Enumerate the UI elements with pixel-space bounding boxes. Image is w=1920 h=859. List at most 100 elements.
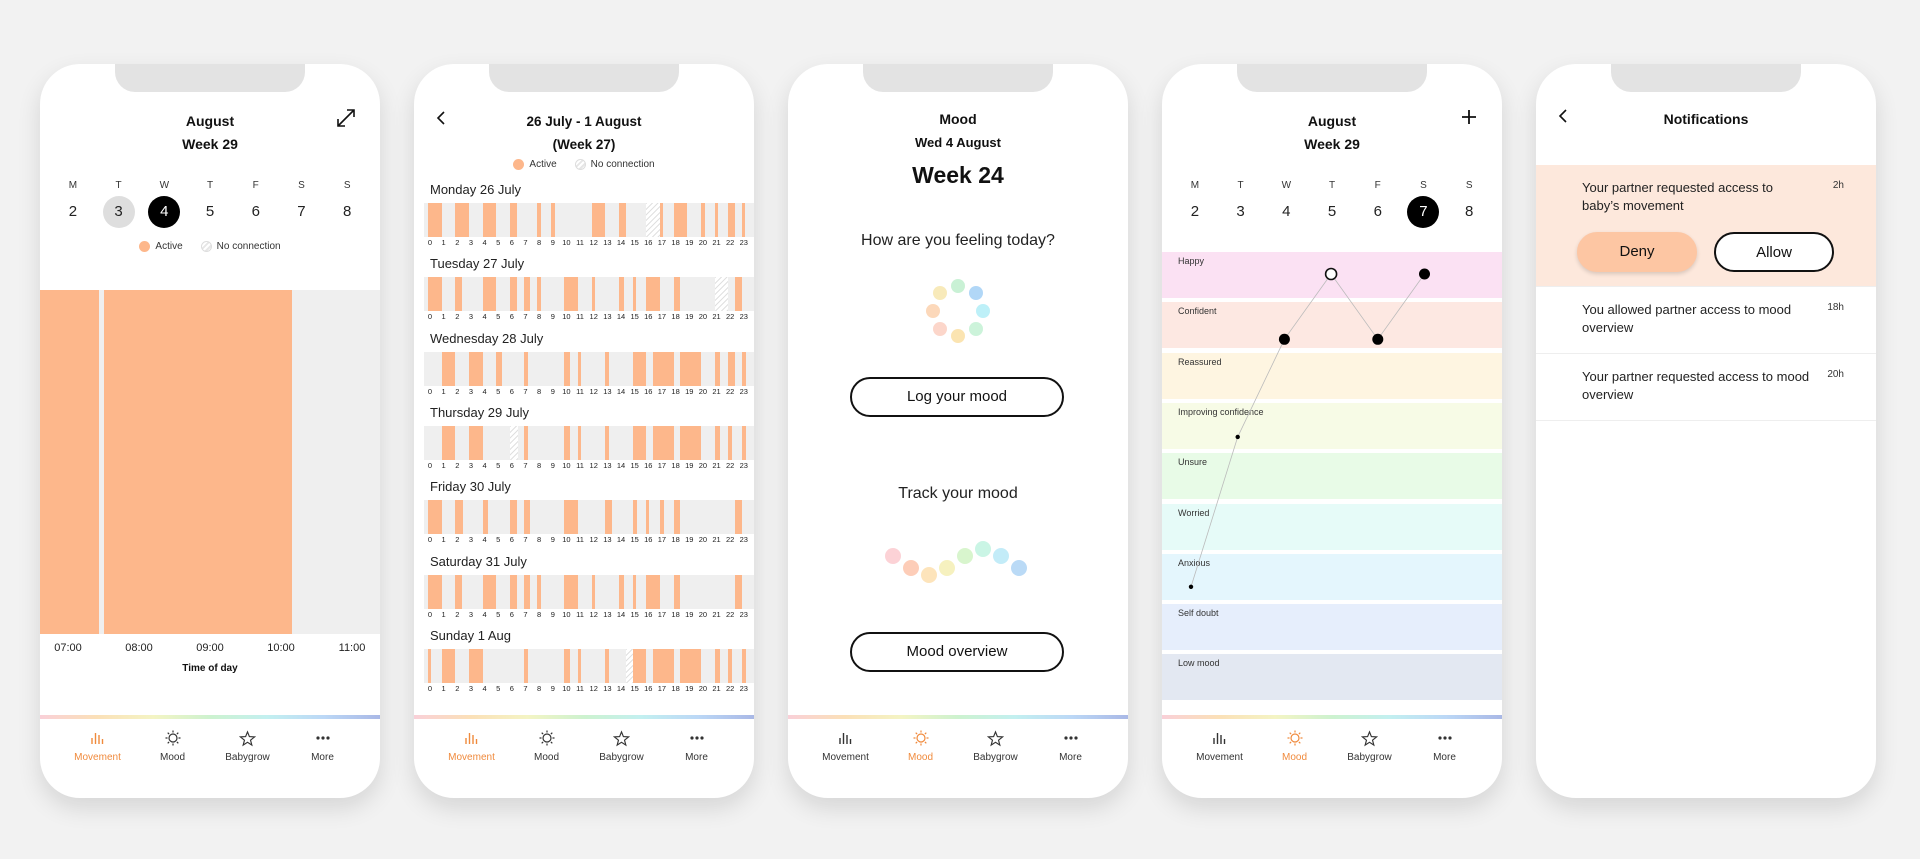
back-icon[interactable] — [1556, 106, 1572, 131]
hour-label: 17 — [657, 609, 667, 619]
tab-label: Mood — [159, 752, 185, 763]
track-mood-title: Track your mood — [898, 485, 1018, 502]
active-segment — [632, 425, 647, 460]
tab-babygrow[interactable]: Babygrow — [216, 728, 280, 778]
day-row[interactable]: Sunday 1 Aug 0 1 2 3 4 5 6 7 8 9 10 11 12 13 14 15 16 17 18… — [424, 628, 754, 694]
star-icon — [590, 728, 654, 748]
hour-label: 4 — [482, 238, 487, 247]
hour-label: 2 — [455, 683, 460, 693]
hour-label: 9 — [550, 238, 555, 247]
day-row[interactable]: Thursday 29 July 0 1 2 3 4 5 6 7 8 9 10 11 12 13 14 15 16… — [424, 405, 754, 471]
deny-button[interactable]: Deny — [1577, 232, 1697, 272]
weekday-label: F — [252, 180, 259, 191]
hour-label: 19 — [685, 460, 694, 470]
active-segment — [605, 500, 613, 535]
mood-label: Unsure — [1178, 457, 1208, 468]
tab-bar: Movement Mood Babygrow More — [788, 728, 1128, 778]
no-connection-segment — [714, 277, 729, 312]
active-segment — [455, 500, 464, 535]
hour-label: 20 — [698, 312, 708, 322]
allow-button[interactable]: Allow — [1714, 232, 1834, 272]
mood-overview-button[interactable]: Mood overview — [850, 632, 1064, 672]
active-segment — [428, 277, 442, 312]
tab-more[interactable]: More — [665, 728, 729, 778]
hour-label: 1 — [441, 312, 446, 322]
hour-label: 1 — [441, 535, 446, 545]
notification-item[interactable]: Your partner requested access to mood ov… — [1536, 354, 1876, 421]
hour-label: 4 — [482, 683, 487, 693]
expand-icon[interactable] — [334, 106, 358, 135]
hour-label: 3 — [468, 238, 474, 247]
day-name: Tuesday 27 July — [430, 256, 525, 272]
tab-babygrow[interactable]: Babygrow — [1338, 728, 1402, 778]
log-mood-button[interactable]: Log your mood — [850, 377, 1064, 417]
active-segment — [455, 277, 463, 312]
mood-point[interactable] — [1324, 267, 1338, 281]
day-row[interactable]: Wednesday 28 July 0 1 2 3 4 5 6 7 8 9 10 11 12 13 14 15 1… — [424, 331, 754, 397]
add-icon[interactable] — [1460, 108, 1478, 131]
tab-more[interactable]: More — [1413, 728, 1477, 778]
x-axis-label: Time of day — [182, 663, 238, 674]
hour-label: 23 — [739, 460, 748, 470]
day-number: 4 — [1282, 203, 1291, 220]
tab-mood[interactable]: Mood — [1263, 728, 1327, 778]
weekday-label: S — [1465, 180, 1473, 191]
mood-point[interactable] — [1419, 268, 1430, 280]
notification-time: 2h — [1832, 180, 1844, 191]
tab-mood[interactable]: Mood — [141, 728, 205, 778]
tab-movement[interactable]: Movement — [66, 728, 130, 778]
day-row[interactable]: Monday 26 July 0 1 2 3 4 5 6 7 8 9 10 11 12 13 14 15 16 17… — [424, 182, 754, 248]
mood-band: Confident — [1162, 302, 1502, 349]
hour-label: 19 — [685, 535, 694, 545]
tab-babygrow[interactable]: Babygrow — [590, 728, 654, 778]
mood-point[interactable] — [1235, 434, 1240, 440]
tab-movement[interactable]: Movement — [814, 728, 878, 778]
active-segment — [728, 648, 733, 683]
notification-item: Your partner requested access to baby’s … — [1536, 165, 1876, 287]
day-row[interactable]: Saturday 31 July 0 1 2 3 4 5 6 7 8 9 10 11 12 13 14 15 16… — [424, 554, 754, 620]
day-row[interactable]: Tuesday 27 July 0 1 2 3 4 5 6 7 8 9 10 11 12 13 14 15 16 1… — [424, 256, 754, 322]
hour-label: 17 — [657, 535, 667, 545]
mood-point[interactable] — [1278, 333, 1290, 345]
active-segment — [619, 277, 625, 312]
notch — [489, 64, 679, 92]
tab-babygrow[interactable]: Babygrow — [964, 728, 1028, 778]
day-row[interactable]: Friday 30 July 0 1 2 3 4 5 6 7 8 9 10 11 12 13 14 15 16 17… — [424, 479, 754, 545]
mood-band: Reassured — [1162, 352, 1502, 399]
tab-movement[interactable]: Movement — [1188, 728, 1252, 778]
mood-line-segment — [1237, 339, 1285, 438]
back-icon[interactable] — [434, 108, 450, 133]
active-segment — [728, 203, 735, 237]
hour-label: 1 — [441, 609, 446, 619]
mood-line-segment — [1190, 436, 1239, 587]
mood-point[interactable] — [1188, 584, 1194, 589]
hour-label: 18 — [671, 312, 680, 322]
hour-label: 5 — [496, 609, 501, 619]
tab-mood[interactable]: Mood — [515, 728, 579, 778]
hour-label: 14 — [616, 312, 626, 322]
active-segment — [564, 277, 579, 312]
hour-label: 0 — [427, 609, 433, 619]
tab-mood[interactable]: Mood — [889, 728, 953, 778]
tab-more[interactable]: More — [291, 728, 355, 778]
sun-icon — [515, 728, 579, 748]
tab-movement[interactable]: Movement — [440, 728, 504, 778]
notification-item[interactable]: You allowed partner access to mood overv… — [1536, 287, 1876, 354]
tab-more[interactable]: More — [1039, 728, 1103, 778]
hour-label: 18 — [671, 386, 680, 396]
mood-point[interactable] — [1372, 333, 1384, 345]
